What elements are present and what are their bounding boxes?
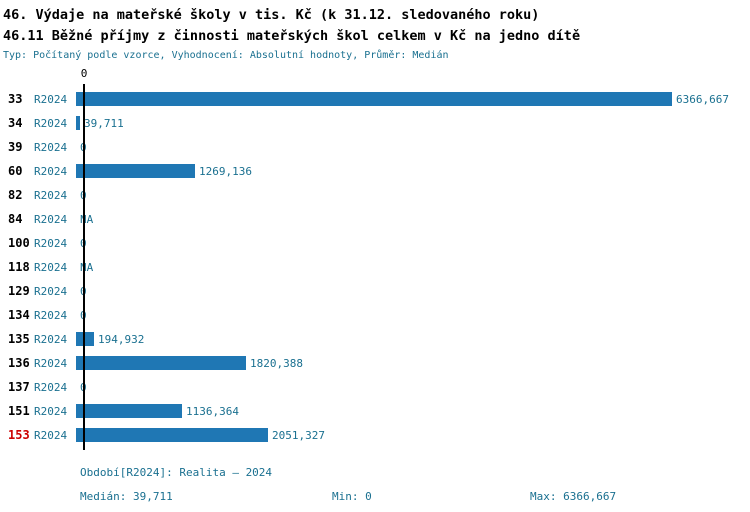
row-category-label: 129 — [8, 284, 30, 298]
row-series-label: R2024 — [34, 308, 68, 322]
row-series-label: R2024 — [34, 236, 68, 250]
median-label: Medián: 39,711 — [80, 490, 173, 503]
row-series-label: R2024 — [34, 380, 68, 394]
chart-rows: 33 R2024 6366,667 34 R2024 39,711 39 R2024 0 60 R2… — [0, 84, 750, 450]
chart-row: 134 R2024 0 — [0, 303, 750, 327]
bar-area: 0 — [76, 279, 87, 303]
bar-area: 1269,136 — [76, 159, 252, 183]
row-category-label: 82 — [8, 188, 23, 202]
bar-area: 1136,364 — [76, 399, 239, 423]
bar — [76, 356, 246, 370]
bar-area: 0 — [76, 375, 87, 399]
row-series-label: R2024 — [34, 428, 68, 442]
bar-value-label: 194,932 — [98, 332, 145, 346]
bar — [76, 164, 195, 178]
bar-value-label: NA — [80, 260, 94, 274]
bar-area: 194,932 — [76, 327, 144, 351]
row-category-label: 136 — [8, 356, 30, 370]
chart-row: 100 R2024 0 — [0, 231, 750, 255]
bar — [76, 116, 80, 130]
row-series-label: R2024 — [34, 260, 68, 274]
row-series-label: R2024 — [34, 332, 68, 346]
bar-area: 1820,388 — [76, 351, 303, 375]
row-category-label: 100 — [8, 236, 30, 250]
bar-area: 0 — [76, 303, 87, 327]
chart-row: 84 R2024 NA — [0, 207, 750, 231]
chart-row: 118 R2024 NA — [0, 255, 750, 279]
row-series-label: R2024 — [34, 188, 68, 202]
chart-row: 39 R2024 0 — [0, 135, 750, 159]
row-series-label: R2024 — [34, 92, 68, 106]
bar-value-label: 6366,667 — [676, 92, 729, 106]
bar-area: 0 — [76, 183, 87, 207]
bar-area: 2051,327 — [76, 423, 325, 447]
bar — [76, 404, 182, 418]
row-series-label: R2024 — [34, 284, 68, 298]
axis-tick-row: 0 — [0, 65, 750, 84]
axis-zero-label: 0 — [80, 67, 88, 80]
row-category-label: 60 — [8, 164, 23, 178]
period-label: Období[R2024]: Realita – 2024 — [80, 466, 273, 479]
bar-value-label: 39,711 — [84, 116, 124, 130]
row-category-label: 33 — [8, 92, 23, 106]
bar-value-label: 1136,364 — [186, 404, 239, 418]
row-category-label: 118 — [8, 260, 30, 274]
chart-row: 33 R2024 6366,667 — [0, 87, 750, 111]
row-series-label: R2024 — [34, 140, 68, 154]
chart-row: 60 R2024 1269,136 — [0, 159, 750, 183]
row-series-label: R2024 — [34, 164, 68, 178]
chart-row: 82 R2024 0 — [0, 183, 750, 207]
bar-value-label: NA — [80, 212, 94, 226]
bar-area: 6366,667 — [76, 87, 729, 111]
bar-area: 0 — [76, 231, 87, 255]
row-category-label: 137 — [8, 380, 30, 394]
bar-chart: 0 33R20246366,66734R202439,71139R2024060… — [0, 65, 750, 450]
bar-value-label: 1269,136 — [199, 164, 252, 178]
stats-row: Medián: 39,711 Min: 0 Max: 6366,667 — [80, 490, 742, 503]
chart-row: 151 R2024 1136,364 — [0, 399, 750, 423]
bar — [76, 428, 268, 442]
row-category-label: 84 — [8, 212, 23, 226]
report-title-line1: 46. Výdaje na mateřské školy v tis. Kč (… — [3, 7, 540, 23]
min-label: Min: 0 — [332, 490, 372, 503]
y-axis-line — [83, 84, 85, 450]
bar — [76, 332, 94, 346]
bar-area: 0 — [76, 135, 87, 159]
chart-row: 135 R2024 194,932 — [0, 327, 750, 351]
bar-value-label: 1820,388 — [250, 356, 303, 370]
row-series-label: R2024 — [34, 356, 68, 370]
report-subtitle: Typ: Počítaný podle vzorce, Vyhodnocení:… — [3, 50, 449, 61]
chart-row: 129 R2024 0 — [0, 279, 750, 303]
row-category-label: 39 — [8, 140, 23, 154]
chart-row: 34 R2024 39,711 — [0, 111, 750, 135]
max-label: Max: 6366,667 — [530, 490, 617, 503]
row-category-label: 151 — [8, 404, 30, 418]
chart-row: 153 R2024 2051,327 — [0, 423, 750, 447]
row-category-label: 153 — [8, 428, 30, 442]
bar-area: 39,711 — [76, 111, 124, 135]
row-category-label: 34 — [8, 116, 23, 130]
row-series-label: R2024 — [34, 212, 68, 226]
row-series-label: R2024 — [34, 404, 68, 418]
report-header: 46. Výdaje na mateřské školy v tis. Kč (… — [0, 0, 750, 47]
report-title-line2: 46.11 Běžné příjmy z činnosti mateřských… — [3, 28, 581, 44]
chart-footer: Období[R2024]: Realita – 2024 Medián: 39… — [80, 466, 742, 503]
chart-row: 137 R2024 0 — [0, 375, 750, 399]
chart-row: 136 R2024 1820,388 — [0, 351, 750, 375]
bar-value-label: 2051,327 — [272, 428, 325, 442]
row-series-label: R2024 — [34, 116, 68, 130]
row-category-label: 135 — [8, 332, 30, 346]
bar — [76, 92, 672, 106]
row-category-label: 134 — [8, 308, 30, 322]
